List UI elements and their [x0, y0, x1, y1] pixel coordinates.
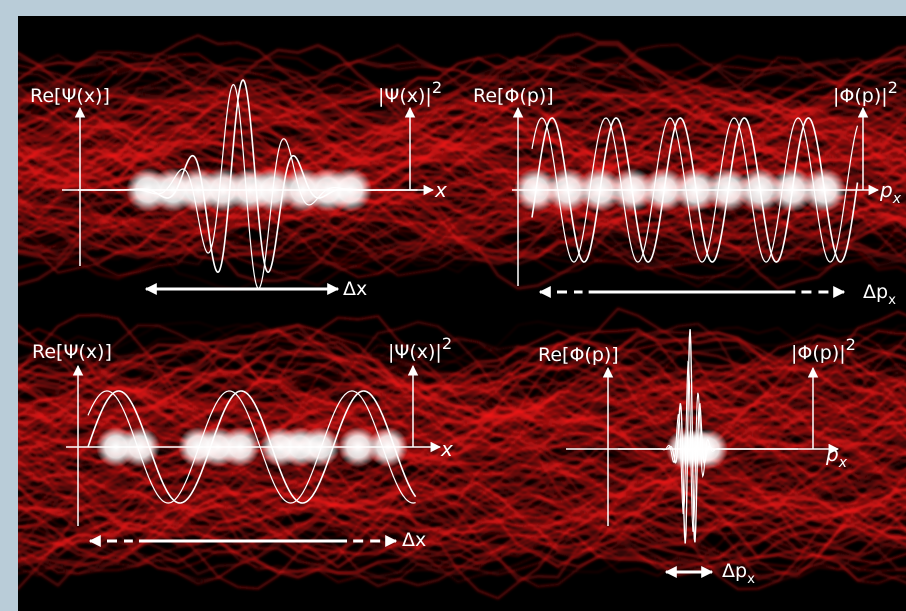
real-part-curve — [87, 390, 417, 504]
axis-variable-label: px — [825, 442, 848, 471]
abs-squared-label: |Φ(p)|2 — [791, 335, 856, 364]
re-function-label: Re[Φ(p)] — [538, 344, 619, 366]
red-smoke-background — [18, 32, 906, 600]
spread-label: Δx — [343, 278, 367, 300]
spread-label: Δpx — [722, 560, 755, 587]
probability-glow — [338, 427, 378, 467]
real-part-curve-shifted — [87, 390, 416, 504]
panel-momentum-spread-narrow-wave: Re[Φ(p)] |Φ(p)|2 px Δpx — [473, 78, 902, 308]
probability-glow — [120, 427, 160, 467]
panel-position-spread-sinusoid: Re[Ψ(x)] |Ψ(x)|2 x Δx — [32, 334, 453, 551]
spread-label: Δx — [402, 529, 426, 551]
probability-glow — [300, 427, 340, 467]
panel-position-spread-wide: Re[Ψ(x)] |Ψ(x)|2 x Δx — [30, 78, 447, 300]
abs-squared-label: |Φ(p)|2 — [833, 78, 898, 107]
abs-squared-label: |Ψ(x)|2 — [388, 334, 452, 363]
re-function-label: Re[Ψ(x)] — [32, 341, 112, 363]
real-part-curve-shifted — [78, 83, 418, 290]
real-part-curve-shifted — [531, 117, 859, 263]
axis-variable-label: px — [879, 178, 902, 207]
re-function-label: Re[Φ(p)] — [473, 85, 554, 107]
re-function-label: Re[Ψ(x)] — [30, 85, 110, 107]
axis-variable-label: x — [434, 178, 447, 202]
probability-glow — [220, 427, 260, 467]
real-part-curve-shifted — [618, 360, 798, 532]
panel-momentum-spread-packet: Re[Φ(p)] |Φ(p)|2 px Δpx — [538, 329, 856, 587]
abs-squared-label: |Ψ(x)|2 — [378, 78, 442, 107]
spread-label: Δpx — [863, 281, 896, 308]
axis-variable-label: x — [440, 437, 453, 461]
illustration-frame: Re[Ψ(x)] |Ψ(x)|2 x Δx Re[Φ(p)] |Φ(p)|2 px Δpx … — [18, 16, 906, 611]
